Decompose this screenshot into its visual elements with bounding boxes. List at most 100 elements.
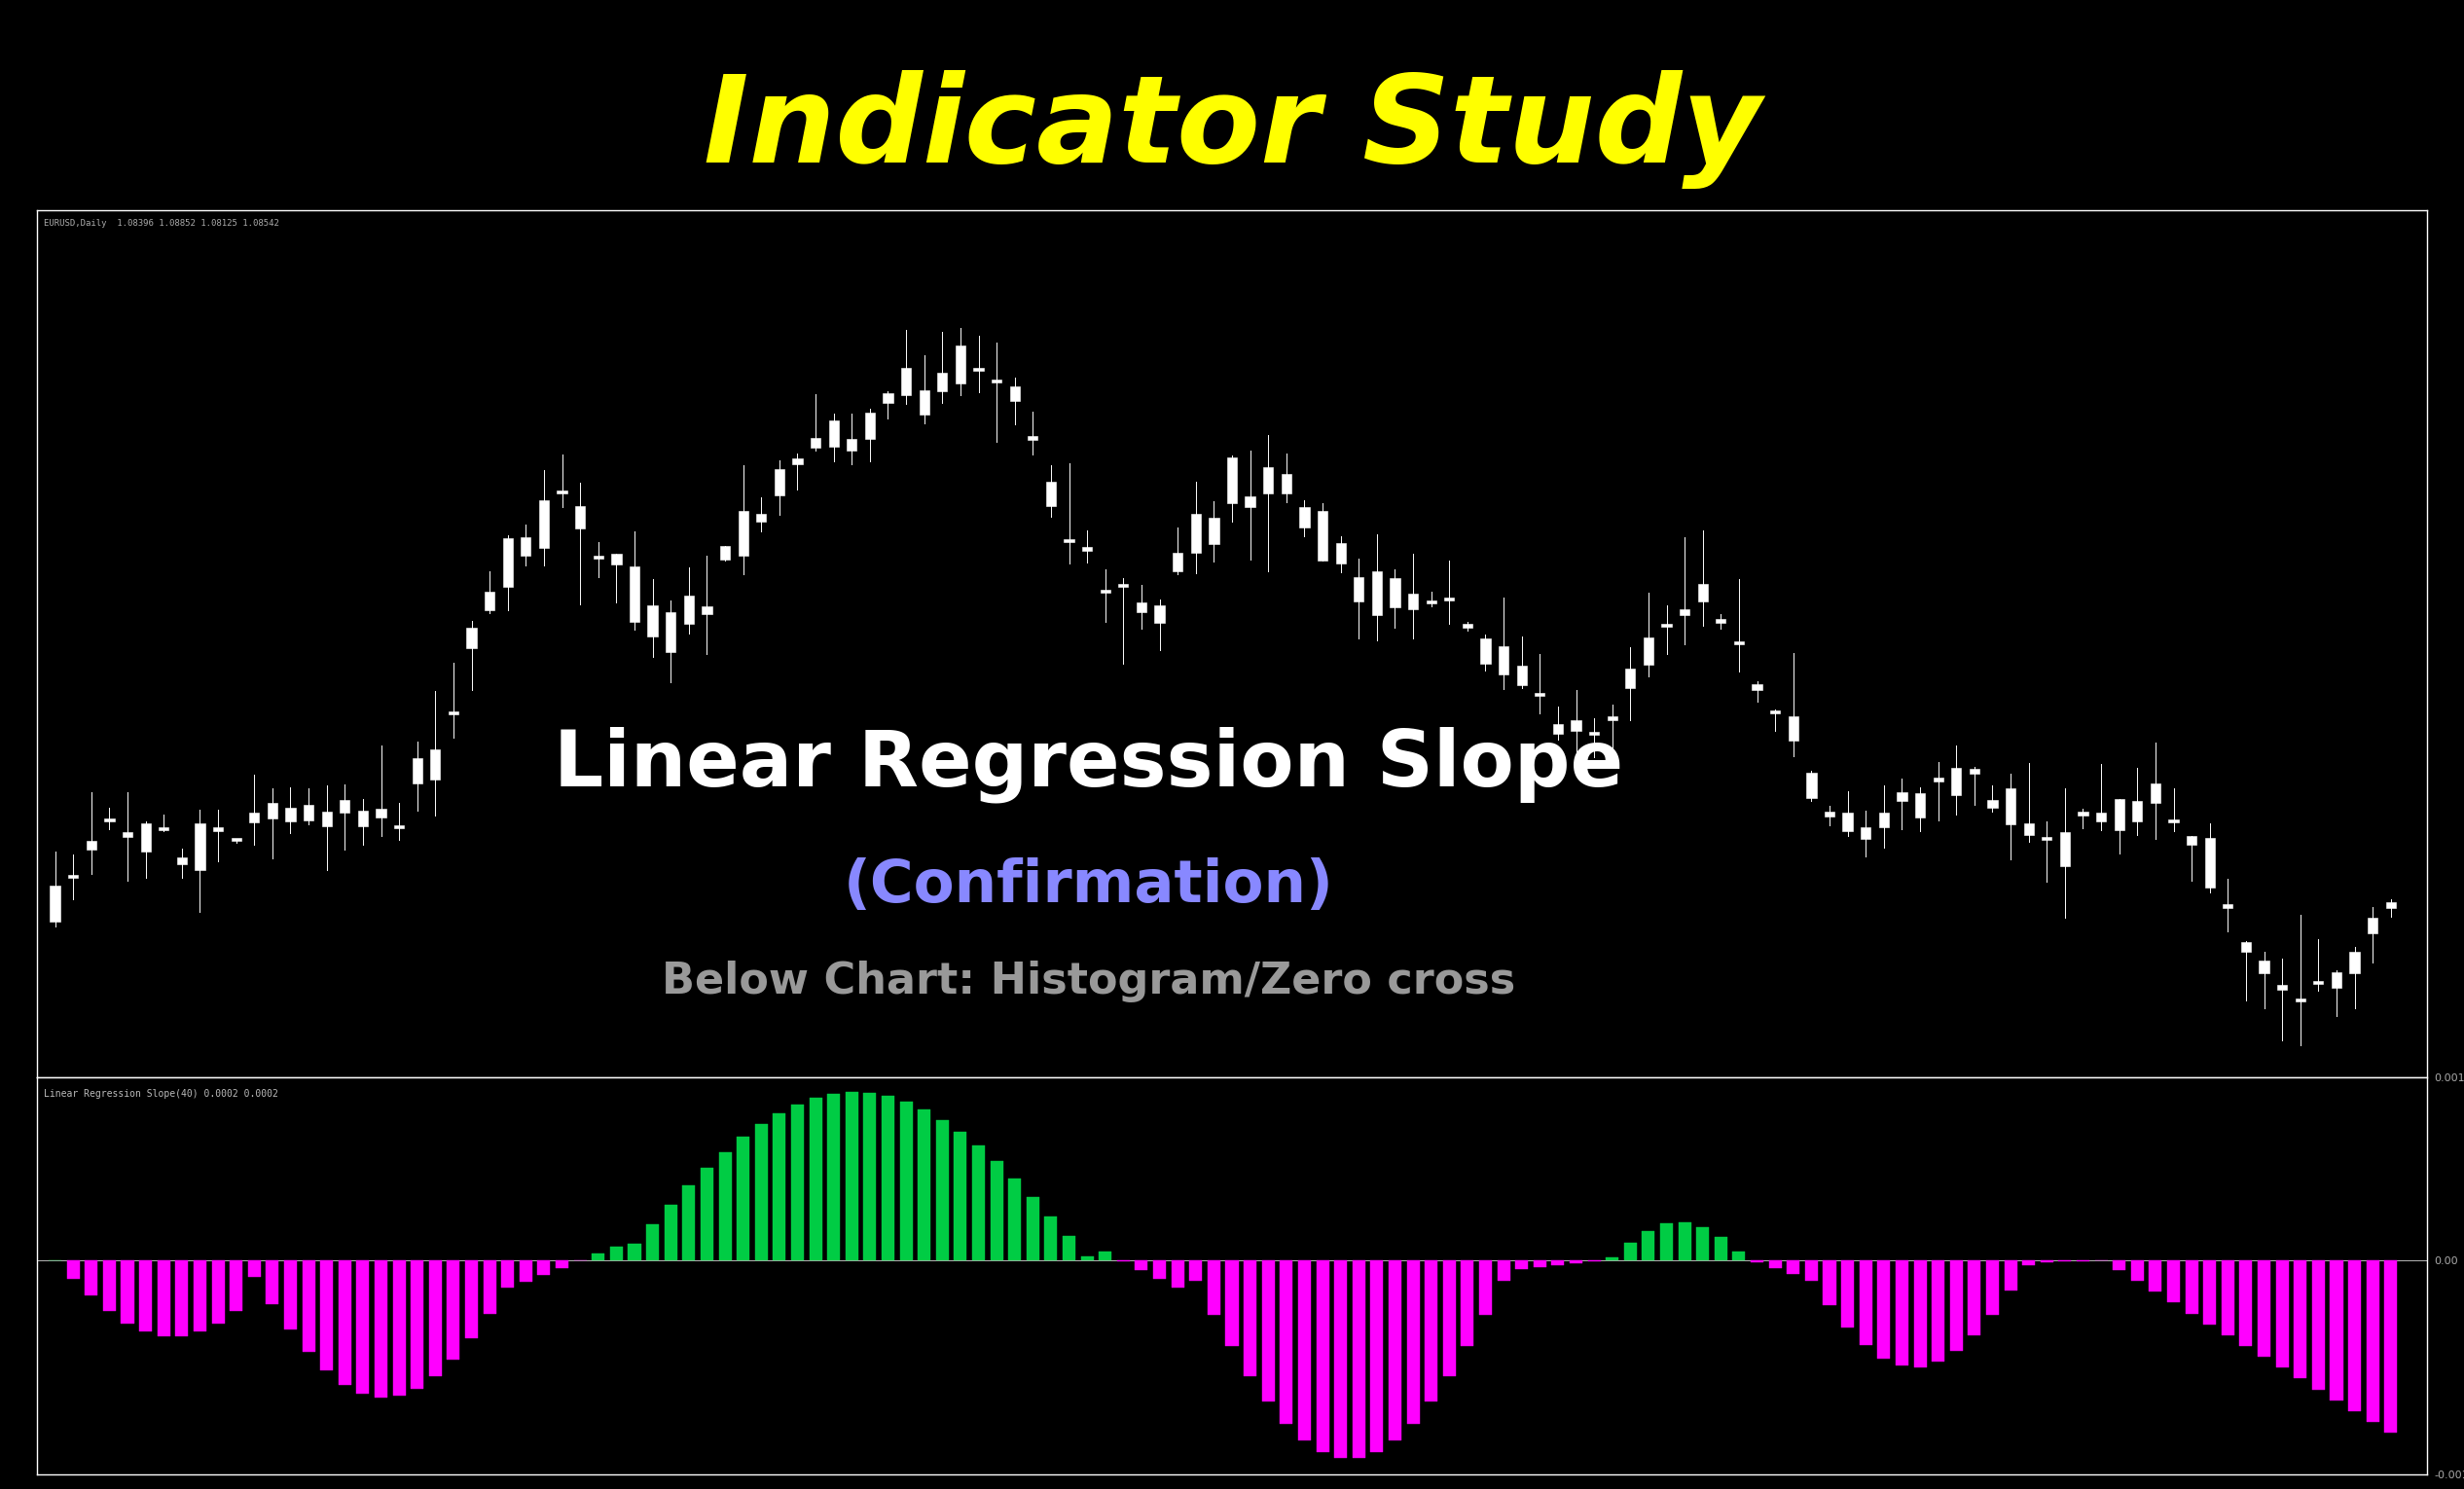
Bar bbox=[2368, 917, 2378, 934]
Bar bbox=[2223, 1260, 2235, 1336]
Bar bbox=[2097, 813, 2107, 822]
Bar bbox=[2168, 819, 2178, 822]
Bar bbox=[2023, 823, 2033, 835]
Bar bbox=[1444, 597, 1454, 600]
Bar bbox=[1407, 1260, 1419, 1423]
Bar bbox=[320, 1260, 333, 1370]
Bar bbox=[140, 1260, 153, 1331]
Bar bbox=[446, 1260, 461, 1359]
Bar bbox=[2131, 1260, 2144, 1281]
Bar bbox=[1552, 1260, 1565, 1266]
Bar bbox=[537, 1260, 549, 1275]
Bar bbox=[954, 1132, 966, 1260]
Bar bbox=[756, 514, 766, 521]
Bar bbox=[702, 606, 712, 613]
Bar bbox=[1518, 666, 1528, 685]
Bar bbox=[665, 612, 675, 652]
Bar bbox=[2331, 1260, 2343, 1400]
Bar bbox=[919, 1109, 931, 1260]
Bar bbox=[1318, 511, 1328, 560]
Bar bbox=[574, 506, 584, 529]
Bar bbox=[229, 1260, 241, 1310]
Bar bbox=[1715, 619, 1725, 622]
Bar bbox=[793, 459, 803, 465]
Bar bbox=[1969, 1260, 1981, 1336]
Text: Indicator Study: Indicator Study bbox=[702, 70, 1762, 189]
Bar bbox=[103, 819, 113, 822]
Bar bbox=[1372, 572, 1382, 615]
Bar bbox=[774, 1114, 786, 1260]
Bar bbox=[1027, 1197, 1040, 1260]
Bar bbox=[1823, 1260, 1836, 1306]
Bar bbox=[1680, 609, 1690, 615]
Text: Linear Regression Slope: Linear Regression Slope bbox=[554, 727, 1624, 803]
Bar bbox=[737, 1138, 749, 1260]
Bar bbox=[1010, 386, 1020, 402]
Bar bbox=[2240, 1260, 2252, 1346]
Bar bbox=[1244, 496, 1254, 508]
Bar bbox=[123, 832, 133, 837]
Bar bbox=[520, 1260, 532, 1282]
Bar bbox=[2240, 943, 2252, 951]
Bar bbox=[828, 1094, 840, 1260]
Bar bbox=[2365, 1260, 2380, 1422]
Bar bbox=[1951, 767, 1961, 795]
Bar bbox=[2077, 812, 2087, 814]
Bar bbox=[103, 1260, 116, 1310]
Bar bbox=[2257, 1260, 2269, 1356]
Bar bbox=[1299, 508, 1308, 529]
Bar bbox=[611, 554, 621, 564]
Bar bbox=[1607, 716, 1616, 721]
Bar bbox=[49, 886, 59, 922]
Bar bbox=[719, 1152, 732, 1260]
Bar bbox=[1099, 1252, 1111, 1260]
Bar bbox=[69, 876, 79, 879]
Bar bbox=[828, 420, 838, 447]
Bar bbox=[429, 1260, 441, 1376]
Bar bbox=[1464, 624, 1473, 628]
Bar bbox=[1119, 584, 1129, 587]
Bar bbox=[269, 803, 278, 819]
Bar bbox=[1661, 1224, 1673, 1260]
Bar bbox=[2277, 986, 2287, 990]
Bar bbox=[1880, 813, 1890, 826]
Bar bbox=[1244, 1260, 1257, 1376]
Bar bbox=[177, 858, 187, 864]
Bar bbox=[2006, 789, 2016, 823]
Bar bbox=[392, 1260, 407, 1397]
Bar bbox=[2043, 837, 2053, 840]
Bar bbox=[2149, 1260, 2161, 1291]
Bar bbox=[158, 826, 168, 829]
Bar bbox=[1153, 1260, 1165, 1279]
Bar bbox=[1481, 639, 1491, 664]
Bar bbox=[2131, 801, 2141, 822]
Bar bbox=[1424, 1260, 1437, 1401]
Bar bbox=[1390, 579, 1400, 608]
Bar bbox=[466, 627, 476, 648]
Bar bbox=[791, 1105, 803, 1260]
Bar bbox=[1461, 1260, 1473, 1346]
Bar bbox=[648, 605, 658, 637]
Bar bbox=[1769, 710, 1779, 713]
Bar bbox=[591, 1254, 604, 1260]
Bar bbox=[1101, 590, 1111, 593]
Bar bbox=[685, 596, 695, 624]
Bar bbox=[1335, 1260, 1348, 1458]
Bar bbox=[919, 390, 929, 415]
Bar bbox=[377, 809, 387, 817]
Bar bbox=[1279, 1260, 1294, 1423]
Bar bbox=[646, 1224, 658, 1260]
Bar bbox=[303, 806, 313, 820]
Bar bbox=[2259, 960, 2269, 972]
Bar bbox=[2277, 1260, 2289, 1367]
Bar bbox=[1949, 1260, 1964, 1351]
Bar bbox=[1207, 1260, 1220, 1315]
Bar bbox=[540, 500, 549, 548]
Bar bbox=[739, 511, 749, 555]
Text: EURUSD,Daily  1.08396 1.08852 1.08125 1.08542: EURUSD,Daily 1.08396 1.08852 1.08125 1.0… bbox=[44, 219, 278, 228]
Bar bbox=[1515, 1260, 1528, 1269]
Bar bbox=[1570, 1260, 1582, 1264]
Bar bbox=[1932, 1260, 1944, 1362]
Bar bbox=[1641, 1230, 1656, 1260]
Bar bbox=[1390, 1260, 1402, 1441]
